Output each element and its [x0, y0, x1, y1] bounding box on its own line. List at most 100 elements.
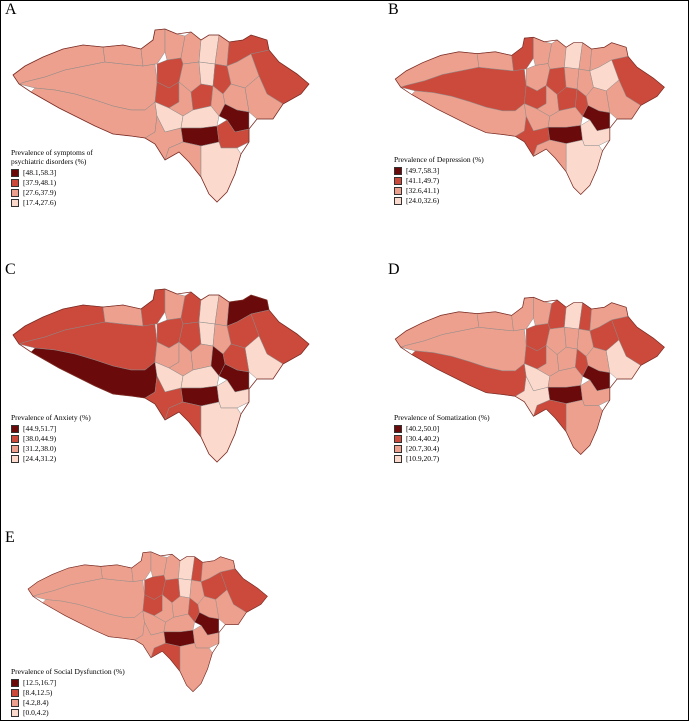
legend-swatch	[11, 425, 19, 433]
legend-swatch	[11, 709, 19, 717]
legend-swatch	[11, 435, 19, 443]
map-legend: Prevalence of symptoms of psychiatric di…	[11, 148, 93, 208]
district-region	[565, 139, 603, 195]
district-region	[533, 399, 567, 433]
panel-e: E Prevalence of Social Dysfunction (%) […	[5, 530, 335, 720]
legend-item: [32.6,41.1)	[394, 186, 484, 196]
legend-item: [30.4,40.2)	[394, 434, 490, 444]
legend-item: [31.2,38.0)	[11, 444, 91, 454]
legend-swatch	[394, 445, 402, 453]
legend-item: [8.4,12.5)	[11, 688, 125, 698]
legend-title: Prevalence of Social Dysfunction (%)	[11, 667, 125, 676]
legend-item: [27.6,37.9)	[11, 188, 93, 198]
legend-label: [4.2,8.4)	[23, 698, 49, 707]
legend-swatch	[394, 455, 402, 463]
panel-label: C	[5, 261, 16, 278]
legend-label: [31.2,38.0)	[23, 444, 57, 453]
district-region	[564, 326, 580, 350]
district-region	[511, 36, 534, 72]
choropleth-map	[27, 551, 268, 693]
legend-label: [37.9,48.1)	[23, 178, 57, 187]
map-legend: Prevalence of Anxiety (%) [44.9,51.7] [3…	[11, 413, 91, 464]
legend-label: [27.6,37.9)	[23, 188, 57, 197]
district-region	[533, 139, 567, 173]
legend-label: [30.4,40.2)	[406, 434, 440, 443]
panel-d: D Prevalence of Somatization (%) [40.2,5…	[388, 262, 689, 497]
city-boundary	[27, 551, 268, 693]
choropleth-map	[394, 36, 665, 196]
legend-item: [17.4,27.6)	[11, 198, 93, 208]
legend-item: [48.1,58.3]	[11, 168, 93, 178]
legend-swatch	[11, 689, 19, 697]
panel-label: B	[388, 1, 399, 18]
legend-label: [17.4,27.6)	[23, 198, 57, 207]
legend-item: [37.9,48.1)	[11, 178, 93, 188]
district-region	[564, 66, 580, 90]
city-boundary	[12, 288, 310, 463]
legend-item: [10.9,20.7)	[394, 454, 490, 464]
district-region	[140, 288, 166, 327]
choropleth-map	[394, 296, 665, 456]
legend-item: [20.7,30.4)	[394, 444, 490, 454]
choropleth-map	[12, 28, 310, 203]
legend-label: [24.4,31.2)	[23, 454, 57, 463]
legend-label: [24.0,32.6)	[406, 196, 440, 205]
legend-label: [48.1,58.3]	[23, 168, 57, 177]
legend-swatch	[11, 199, 19, 207]
legend-label: [0.0,4.2)	[23, 708, 49, 717]
district-region	[164, 401, 202, 438]
legend-item: [12.5,16.7]	[11, 678, 125, 688]
city-boundary	[12, 28, 310, 203]
legend-label: [20.7,30.4)	[406, 444, 440, 453]
district-region	[179, 642, 213, 692]
map-districts	[27, 551, 268, 693]
legend-item: [38.0,44.9)	[11, 434, 91, 444]
district-region	[150, 642, 181, 673]
legend-title: Prevalence of Anxiety (%)	[11, 413, 91, 422]
legend-label: [8.4,12.5)	[23, 688, 53, 697]
legend-swatch	[394, 177, 402, 185]
legend-label: [44.9,51.7]	[23, 424, 57, 433]
legend-swatch	[394, 435, 402, 443]
legend-swatch	[11, 455, 19, 463]
map-legend: Prevalence of Social Dysfunction (%) [12…	[11, 667, 125, 718]
legend-swatch	[11, 169, 19, 177]
legend-item: [0.0,4.2)	[11, 708, 125, 718]
map-districts	[394, 296, 665, 456]
legend-label: [41.1,49.7)	[406, 176, 440, 185]
panel-label: A	[5, 1, 17, 18]
map-districts	[12, 288, 310, 463]
legend-label: [12.5,16.7]	[23, 678, 57, 687]
district-region	[164, 141, 202, 178]
district-region	[511, 296, 534, 332]
district-region	[178, 578, 192, 599]
district-region	[565, 399, 603, 455]
panel-a: A Prevalence of symptoms of psychiatric …	[5, 2, 335, 237]
legend-item: [24.4,31.2)	[11, 454, 91, 464]
legend-swatch	[11, 699, 19, 707]
choropleth-map	[12, 288, 310, 463]
legend-swatch	[394, 425, 402, 433]
legend-title: Prevalence of symptoms of psychiatric di…	[11, 148, 93, 166]
legend-title: Prevalence of Somatization (%)	[394, 413, 490, 422]
legend-swatch	[11, 679, 19, 687]
map-districts	[394, 36, 665, 196]
legend-item: [44.9,51.7]	[11, 424, 91, 434]
legend-label: [38.0,44.9)	[23, 434, 57, 443]
legend-swatch	[394, 197, 402, 205]
legend-item: [49.7,58.3]	[394, 166, 484, 176]
map-districts	[12, 28, 310, 203]
legend-label: [49.7,58.3]	[406, 166, 440, 175]
panel-label: E	[5, 529, 15, 546]
city-boundary	[394, 296, 665, 456]
district-region	[200, 141, 242, 203]
legend-label: [40.2,50.0]	[406, 424, 440, 433]
legend-label: [10.9,20.7)	[406, 454, 440, 463]
district-region	[198, 321, 216, 347]
legend-swatch	[394, 167, 402, 175]
district-region	[200, 401, 242, 463]
panel-c: C Prevalence of Anxiety (%) [44.9,51.7] …	[5, 262, 335, 497]
panel-b: B Prevalence of Depression (%) [49.7,58.…	[388, 2, 689, 237]
legend-swatch	[11, 179, 19, 187]
district-region	[198, 61, 216, 87]
